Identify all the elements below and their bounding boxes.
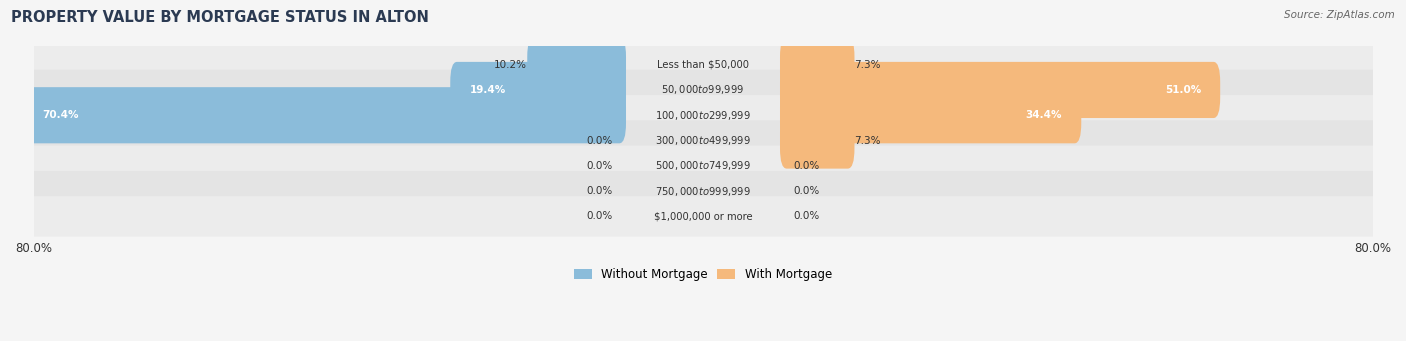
Text: 0.0%: 0.0% <box>586 135 613 146</box>
Text: 0.0%: 0.0% <box>793 211 820 221</box>
FancyBboxPatch shape <box>27 171 1379 211</box>
Text: 51.0%: 51.0% <box>1164 85 1201 95</box>
Text: 10.2%: 10.2% <box>495 60 527 70</box>
Text: 0.0%: 0.0% <box>793 161 820 171</box>
FancyBboxPatch shape <box>27 70 1379 110</box>
FancyBboxPatch shape <box>450 62 626 118</box>
Text: 70.4%: 70.4% <box>42 110 79 120</box>
Text: $750,000 to $999,999: $750,000 to $999,999 <box>655 184 751 198</box>
Text: 34.4%: 34.4% <box>1025 110 1062 120</box>
FancyBboxPatch shape <box>27 196 1379 237</box>
Text: 0.0%: 0.0% <box>793 186 820 196</box>
Text: 7.3%: 7.3% <box>855 60 882 70</box>
Text: 19.4%: 19.4% <box>470 85 506 95</box>
FancyBboxPatch shape <box>27 95 1379 135</box>
FancyBboxPatch shape <box>780 36 855 93</box>
Text: Source: ZipAtlas.com: Source: ZipAtlas.com <box>1284 10 1395 20</box>
FancyBboxPatch shape <box>24 87 626 143</box>
Text: Less than $50,000: Less than $50,000 <box>657 60 749 70</box>
Text: 0.0%: 0.0% <box>586 211 613 221</box>
Text: 0.0%: 0.0% <box>586 186 613 196</box>
FancyBboxPatch shape <box>527 36 626 93</box>
Text: 7.3%: 7.3% <box>855 135 882 146</box>
Text: $100,000 to $299,999: $100,000 to $299,999 <box>655 109 751 122</box>
Text: $300,000 to $499,999: $300,000 to $499,999 <box>655 134 751 147</box>
Text: $1,000,000 or more: $1,000,000 or more <box>654 211 752 221</box>
FancyBboxPatch shape <box>780 87 1081 143</box>
Text: PROPERTY VALUE BY MORTGAGE STATUS IN ALTON: PROPERTY VALUE BY MORTGAGE STATUS IN ALT… <box>11 10 429 25</box>
Legend: Without Mortgage, With Mortgage: Without Mortgage, With Mortgage <box>569 263 837 286</box>
FancyBboxPatch shape <box>780 113 855 168</box>
Text: $50,000 to $99,999: $50,000 to $99,999 <box>661 84 745 97</box>
FancyBboxPatch shape <box>27 120 1379 161</box>
FancyBboxPatch shape <box>780 62 1220 118</box>
Text: $500,000 to $749,999: $500,000 to $749,999 <box>655 159 751 172</box>
Text: 0.0%: 0.0% <box>586 161 613 171</box>
FancyBboxPatch shape <box>27 44 1379 85</box>
FancyBboxPatch shape <box>27 146 1379 186</box>
